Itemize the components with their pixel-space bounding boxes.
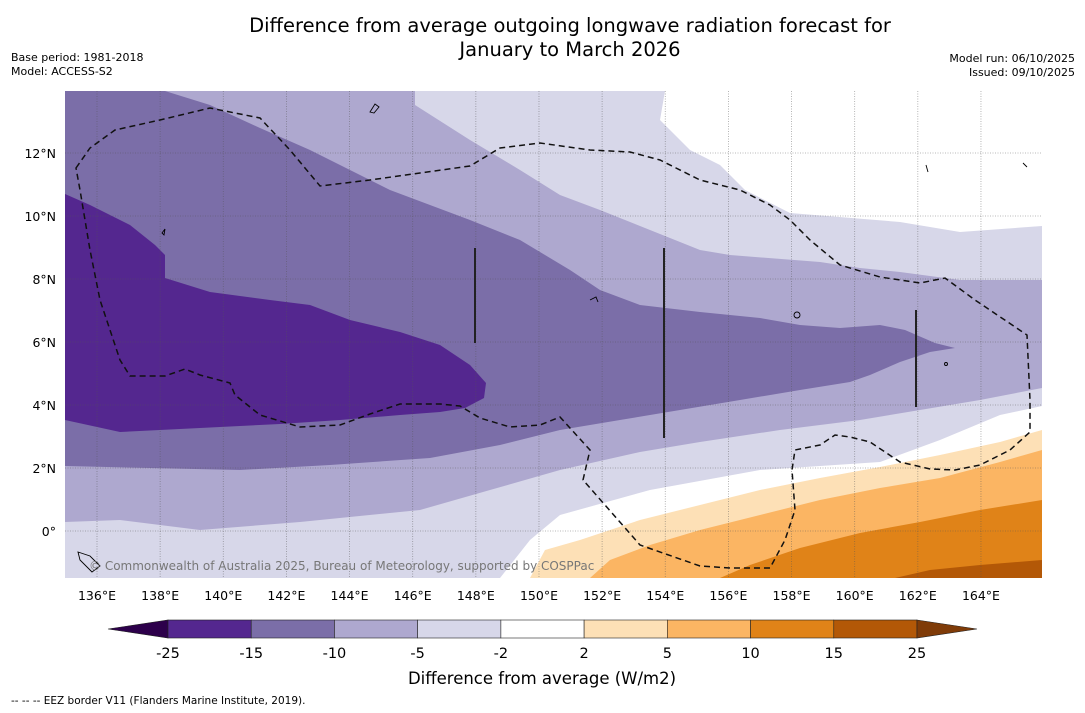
colorbar-tick-label: 2	[579, 646, 588, 662]
colorbar-segment	[500, 619, 585, 639]
map-title: Difference from average outgoing longwav…	[0, 14, 1085, 62]
colorbar-segments	[167, 619, 918, 639]
eez-footnote: -- -- -- EEZ border V11 (Flanders Marine…	[11, 695, 306, 707]
lon-tick-label: 154°E	[646, 588, 684, 603]
colorbar-segment	[833, 619, 918, 639]
islands	[77, 103, 1028, 573]
island-outline	[77, 551, 101, 573]
lon-tick-label: 164°E	[962, 588, 1000, 603]
island-outline	[925, 162, 1028, 173]
colorbar-title: Difference from average (W/m2)	[408, 669, 676, 688]
lon-tick-label: 144°E	[331, 588, 369, 603]
colorbar-segment	[334, 619, 418, 639]
colorbar-tick-label: 25	[908, 646, 926, 662]
lon-tick-label: 152°E	[583, 588, 621, 603]
lon-tick-label: 146°E	[394, 588, 432, 603]
lon-tick-label: 162°E	[899, 588, 937, 603]
model-name: Model: ACCESS-S2	[11, 65, 113, 78]
colorbar-tick-label: 5	[663, 646, 672, 662]
colorbar-extend-min	[107, 619, 169, 639]
meta-right: Model run: 06/10/2025 Issued: 09/10/2025	[949, 52, 1075, 80]
title-line-1: Difference from average outgoing longwav…	[249, 14, 891, 37]
island-outline	[589, 296, 599, 303]
band-minus25-minus15	[65, 194, 486, 432]
section-markers	[474, 248, 917, 438]
model-run: Model run: 06/10/2025	[949, 52, 1075, 65]
lon-tick-label: 140°E	[204, 588, 242, 603]
gridlines	[65, 91, 1042, 578]
colorbar: -25 -15 -10 -5 -2 2 5 10 15 25 Difference from av…	[107, 619, 978, 688]
lat-tick-label: 2°N	[32, 461, 56, 476]
lon-tick-label: 138°E	[141, 588, 179, 603]
lon-tick-label: 156°E	[709, 588, 747, 603]
lat-tick-label: 6°N	[32, 335, 56, 350]
colorbar-segment	[250, 619, 335, 639]
colorbar-segment	[750, 619, 835, 639]
lon-tick-label: 150°E	[520, 588, 558, 603]
lat-tick-label: 4°N	[32, 398, 56, 413]
colorbar-tick-label: -15	[239, 646, 263, 662]
band-10-15	[720, 500, 1042, 578]
island-outline	[944, 362, 948, 366]
lon-tick-label: 142°E	[267, 588, 305, 603]
copyright-credit: © Commonwealth of Australia 2025, Bureau…	[89, 559, 594, 573]
colorbar-tick-labels: -25 -15 -10 -5 -2 2 5 10 15 25	[156, 646, 926, 662]
lon-tick-label: 148°E	[457, 588, 495, 603]
colorbar-tick-label: -25	[156, 646, 180, 662]
lon-tick-label: 136°E	[78, 588, 116, 603]
colorbar-extend-max	[916, 619, 978, 639]
latitude-tick-labels: 0° 2°N 4°N 6°N 8°N 10°N 12°N	[24, 146, 56, 539]
colorbar-segment	[417, 619, 502, 639]
lat-tick-label: 12°N	[24, 146, 56, 161]
colorbar-tick-label: -5	[410, 646, 424, 662]
island-outline	[369, 103, 380, 114]
base-period: Base period: 1981-2018	[11, 51, 144, 64]
map-area: © Commonwealth of Australia 2025, Bureau…	[65, 91, 1042, 578]
longitude-tick-labels: 136°E 138°E 140°E 142°E 144°E 146°E 148°E 150°E…	[78, 588, 1000, 603]
colorbar-tick-label: 15	[825, 646, 843, 662]
band-15-25	[895, 560, 1042, 578]
colorbar-tick-label: 10	[741, 646, 759, 662]
issued-date: Issued: 09/10/2025	[968, 66, 1075, 79]
title-line-2: January to March 2026	[459, 38, 681, 61]
island-outline	[793, 311, 801, 319]
meta-left: Base period: 1981-2018 Model: ACCESS-S2	[11, 51, 143, 79]
lon-tick-label: 160°E	[836, 588, 874, 603]
lat-tick-label: 10°N	[24, 209, 56, 224]
colorbar-segment	[167, 619, 252, 639]
colorbar-segment	[583, 619, 668, 639]
lat-tick-label: 8°N	[32, 272, 56, 287]
colorbar-tick-label: -2	[494, 646, 508, 662]
lat-tick-label: 0°	[42, 524, 56, 539]
colorbar-tick-label: -10	[323, 646, 347, 662]
island-outline	[161, 228, 166, 236]
eez-border	[75, 107, 1031, 569]
colorbar-segment	[667, 619, 751, 639]
lon-tick-label: 158°E	[773, 588, 811, 603]
